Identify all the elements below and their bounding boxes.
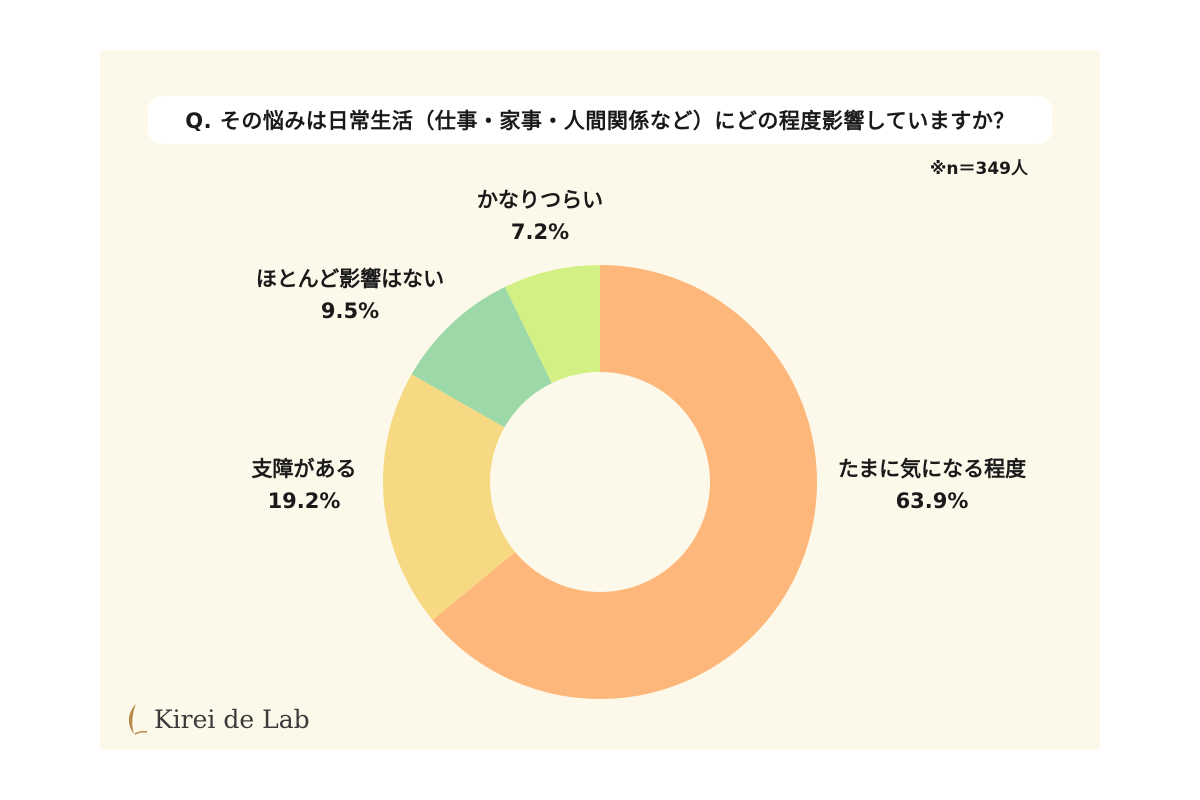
chart-panel: Q. その悩みは日常生活（仕事・家事・人間関係など）にどの程度影響していますか？… [100,50,1100,750]
slice-tamani [432,265,817,700]
sample-size-note: ※n＝349人 [929,159,1028,179]
leaf-mark-icon [128,704,148,735]
label-shisho-name: 支障がある [251,457,357,481]
label-kanari: かなりつらい 7.2% [440,184,640,248]
label-tamani-value: 63.9% [895,489,969,513]
label-tamani-name: たまに気になる程度 [837,457,1027,481]
label-kanari-name: かなりつらい [476,188,604,212]
label-shisho-value: 19.2% [267,489,341,513]
question-title: Q. その悩みは日常生活（仕事・家事・人間関係など）にどの程度影響していますか？ [148,96,1052,144]
brand-logo: Kirei de Lab [122,702,310,736]
label-hotondo-name: ほとんど影響はない [255,267,445,291]
label-hotondo-value: 9.5% [320,299,380,323]
label-tamani: たまに気になる程度 63.9% [812,453,1052,517]
label-shisho: 支障がある 19.2% [214,453,394,517]
label-kanari-value: 7.2% [510,220,570,244]
donut-chart [383,265,817,700]
label-hotondo: ほとんど影響はない 9.5% [235,263,465,327]
slice-shisho [383,374,516,621]
slice-hotondo [411,286,552,428]
brand-name: Kirei de Lab [154,704,310,734]
slice-kanari [504,265,600,384]
